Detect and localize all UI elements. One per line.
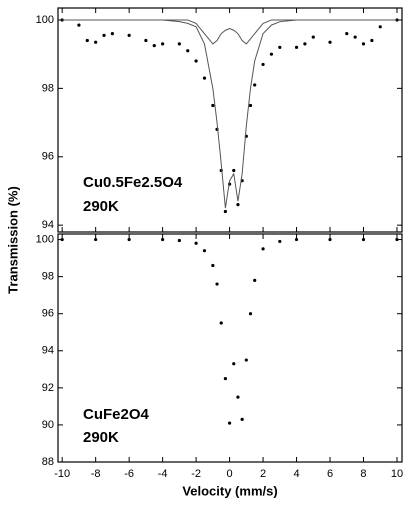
data-point (202, 249, 207, 253)
data-point (311, 35, 315, 39)
y-tick-label: 94 (42, 219, 54, 231)
data-point (94, 237, 98, 242)
data-point (253, 278, 257, 282)
data-point (152, 44, 156, 48)
data-point (248, 103, 253, 108)
annotation: 290K (83, 429, 119, 446)
y-tick-label: 96 (42, 308, 54, 320)
data-point (236, 203, 240, 207)
y-tick-label: 100 (36, 14, 54, 26)
data-point (161, 42, 165, 46)
x-tick-label: 0 (227, 468, 233, 480)
annotation: CuFe2O4 (83, 406, 150, 423)
data-point (194, 59, 198, 63)
data-point (194, 241, 198, 245)
x-tick-label: -10 (54, 468, 70, 480)
data-point (378, 25, 382, 29)
x-tick-label: -8 (91, 468, 101, 480)
data-point (248, 312, 253, 316)
data-point (186, 49, 190, 53)
data-point (102, 33, 106, 37)
data-point (110, 32, 115, 36)
data-point (85, 38, 89, 43)
data-point (395, 237, 399, 242)
data-point (328, 237, 332, 242)
data-point (261, 62, 265, 67)
x-tick-label: -4 (158, 468, 168, 480)
x-tick-label: 10 (391, 468, 403, 480)
y-tick-label: 100 (36, 233, 54, 245)
data-point (328, 40, 332, 44)
data-point (370, 38, 374, 43)
data-point (215, 282, 219, 286)
data-point (253, 83, 257, 87)
x-tick-label: 2 (260, 468, 266, 480)
y-tick-label: 94 (42, 345, 54, 357)
y-axis-label: Transmission (%) (5, 186, 20, 294)
data-point (202, 76, 207, 80)
data-point (294, 45, 299, 49)
data-point (261, 247, 265, 251)
data-point (294, 237, 299, 242)
data-point (240, 417, 244, 421)
data-point (269, 52, 274, 56)
data-point (127, 33, 131, 37)
data-point (244, 358, 248, 362)
data-point (361, 237, 366, 242)
data-point (144, 38, 148, 43)
fit-line (62, 19, 397, 209)
data-point (177, 238, 181, 243)
data-point (303, 42, 307, 46)
data-point (127, 237, 131, 242)
x-tick-label: -6 (124, 468, 134, 480)
data-point (236, 395, 240, 399)
data-point (77, 23, 81, 27)
annotation: Cu0.5Fe2.5O4 (83, 174, 183, 191)
data-point (211, 103, 215, 108)
annotation: 290K (83, 198, 119, 215)
data-point (345, 32, 349, 36)
y-tick-label: 98 (42, 271, 54, 283)
data-point (60, 237, 64, 242)
data-point (353, 35, 357, 39)
data-point (211, 263, 215, 268)
data-point (223, 209, 227, 214)
fit-line (62, 19, 397, 45)
x-tick-label: 8 (360, 468, 366, 480)
x-tick-label: 4 (293, 468, 299, 480)
data-point (278, 45, 282, 49)
data-point (219, 321, 223, 325)
data-point (227, 421, 232, 425)
data-point (278, 239, 282, 244)
data-point (232, 362, 236, 366)
data-point (161, 237, 165, 242)
y-tick-label: 96 (42, 151, 54, 163)
x-tick-label: -2 (191, 468, 201, 480)
data-point (361, 42, 366, 46)
y-tick-label: 98 (42, 82, 54, 94)
y-tick-label: 92 (42, 382, 54, 394)
data-point (177, 42, 181, 46)
x-tick-label: 6 (327, 468, 333, 480)
plot-frame (57, 233, 403, 463)
y-tick-label: 88 (42, 456, 54, 468)
y-tick-label: 90 (42, 419, 54, 431)
x-axis-label: Velocity (mm/s) (182, 483, 277, 498)
data-point (223, 376, 227, 381)
data-point (232, 168, 236, 173)
data-point (94, 40, 98, 44)
